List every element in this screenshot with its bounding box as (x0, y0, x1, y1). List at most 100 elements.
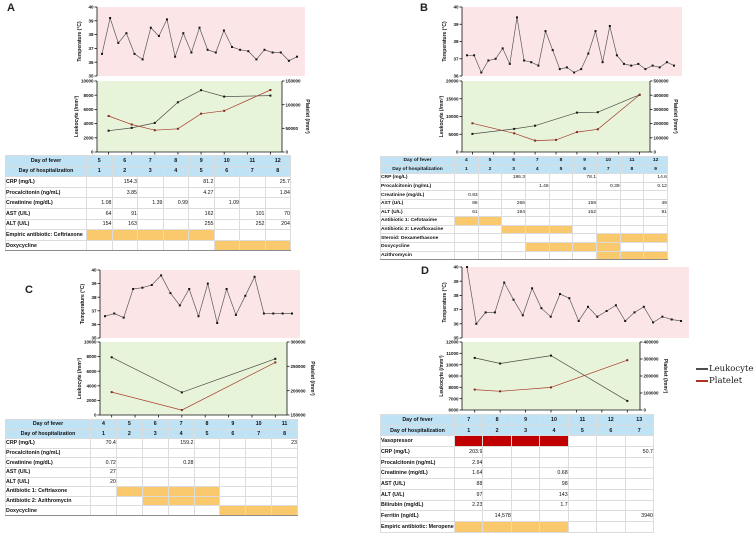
treatment-bar-cell (595, 233, 621, 243)
value-cell (539, 446, 569, 458)
value-cell: 20 (90, 476, 117, 488)
value-cell (596, 467, 626, 480)
svg-text:2000: 2000 (86, 398, 97, 403)
svg-text:36: 36 (453, 321, 459, 326)
day-cell: 1 (86, 165, 113, 178)
platelet-line-swatch-icon (696, 380, 708, 382)
table-row: Procalcitonin (ng/mL) 3.85 4.27 1.84 (5, 186, 291, 199)
table-row: Doxycycline (380, 241, 668, 252)
table-row: Creatinine (mg/dL) 1.64 0.68 (380, 467, 654, 480)
svg-text:0: 0 (456, 150, 459, 155)
treatment-bar-cell (619, 241, 645, 252)
row-label: Empiric antibiotic: Ceftriaxone (5, 229, 87, 241)
value-cell (141, 476, 169, 488)
value-cell (271, 466, 298, 478)
value-cell: 152 (572, 207, 597, 218)
row-label: Antibiotic 1: Cefotaxime (380, 216, 455, 226)
treatment-bar-cell (90, 486, 117, 497)
value-cell (510, 467, 541, 480)
value-cell: 2.94 (453, 456, 484, 469)
svg-text:100000: 100000 (286, 102, 302, 107)
row-label: Creatinine (mg/dL) (380, 190, 455, 200)
value-cell (548, 198, 574, 209)
row-label: Azithromycin (380, 250, 455, 261)
treatment-bar-cell (477, 250, 503, 261)
value-cell (111, 197, 138, 209)
table-row: Empiric antibiotic: Ceftriaxone (5, 229, 291, 241)
panel-c: C 35 36 37 38 39 40 Temperature (°C) 0 2000 4000 60… (0, 262, 377, 533)
svg-text:Platelet (/mm³): Platelet (/mm³) (304, 99, 310, 134)
row-label: Day of hospitalization (380, 424, 455, 437)
row-label: Bilirubin (mg/dL) (380, 499, 455, 512)
value-cell (548, 190, 574, 200)
value-cell (213, 176, 240, 188)
table-header-row: Day of hospitalization 1 2 3 4 5 6 7 8 9 (380, 164, 668, 175)
treatment-bar-cell (111, 229, 138, 241)
table-row: ALT (U/L) 20 (5, 476, 298, 488)
panel-d-charts: 35 36 37 38 39 40 Temperature (°C) 6000 7000 8000… (439, 265, 689, 413)
svg-text:200000: 200000 (654, 121, 670, 126)
day-cell: 13 (624, 414, 654, 426)
svg-text:100000: 100000 (654, 135, 670, 140)
value-cell: 1.7 (539, 499, 569, 512)
value-cell (245, 476, 273, 488)
value-cell (213, 218, 240, 231)
row-label: Ferritin (ng/dL) (380, 510, 455, 522)
treatment-bar-cell (245, 505, 273, 516)
svg-text:37: 37 (453, 307, 459, 312)
value-cell (162, 218, 189, 231)
value-cell: 91 (643, 207, 668, 218)
legend-item-platelet: Platelet (696, 375, 753, 387)
treatment-bar-cell (137, 229, 164, 241)
day-cell: 8 (548, 156, 574, 166)
svg-text:4000: 4000 (86, 383, 97, 388)
treatment-bar-cell (596, 435, 626, 448)
svg-text:5000: 5000 (448, 132, 459, 137)
day-cell: 4 (524, 164, 550, 175)
value-cell (510, 446, 541, 458)
value-cell (115, 457, 143, 468)
day-cell: 6 (501, 156, 526, 166)
treatment-bar-cell (539, 520, 569, 533)
treatment-bar-cell (188, 239, 215, 252)
value-cell (477, 207, 503, 218)
value-cell (596, 446, 626, 458)
panel-c-table: Day of fever 4 5 6 7 8 9 10 11 Day of hospitaliza… (5, 419, 298, 516)
value-cell (595, 207, 621, 218)
value-cell (501, 190, 526, 200)
treatment-bar-cell (595, 250, 621, 261)
row-label: ALT (U/L) (380, 207, 455, 218)
svg-text:2000: 2000 (83, 135, 94, 140)
value-cell (619, 181, 645, 192)
day-cell: 6 (111, 155, 138, 167)
svg-text:8000: 8000 (86, 354, 97, 359)
row-label: Day of fever (5, 155, 87, 167)
treatment-bar-cell (115, 505, 143, 516)
day-cell: 7 (624, 424, 654, 437)
value-cell (137, 176, 164, 188)
svg-text:37: 37 (91, 308, 97, 313)
treatment-bar-cell (141, 495, 169, 507)
row-label: Day of hospitalization (5, 428, 91, 440)
svg-text:300000: 300000 (291, 340, 307, 345)
value-cell (567, 499, 598, 512)
table-row: Vasopressor (380, 435, 654, 448)
value-cell (567, 467, 598, 480)
value-cell: 0.39 (595, 181, 621, 192)
svg-text:36: 36 (88, 60, 94, 65)
svg-text:37: 37 (453, 56, 459, 61)
day-cell: 3 (510, 424, 541, 437)
day-cell: 5 (86, 155, 113, 167)
value-cell (245, 438, 273, 449)
day-cell: 11 (567, 414, 598, 426)
day-cell: 6 (141, 419, 169, 430)
value-cell (167, 466, 195, 478)
value-cell: 159 (572, 198, 597, 209)
value-cell (477, 198, 503, 209)
value-cell (193, 476, 221, 488)
treatment-bar-cell (539, 435, 569, 448)
svg-text:8000: 8000 (448, 385, 459, 390)
treatment-bar-cell (524, 224, 550, 235)
row-label: Antibiotic 2: Levofloxacine (380, 224, 455, 235)
row-label: Procalcitonin (ng/mL) (5, 186, 87, 199)
